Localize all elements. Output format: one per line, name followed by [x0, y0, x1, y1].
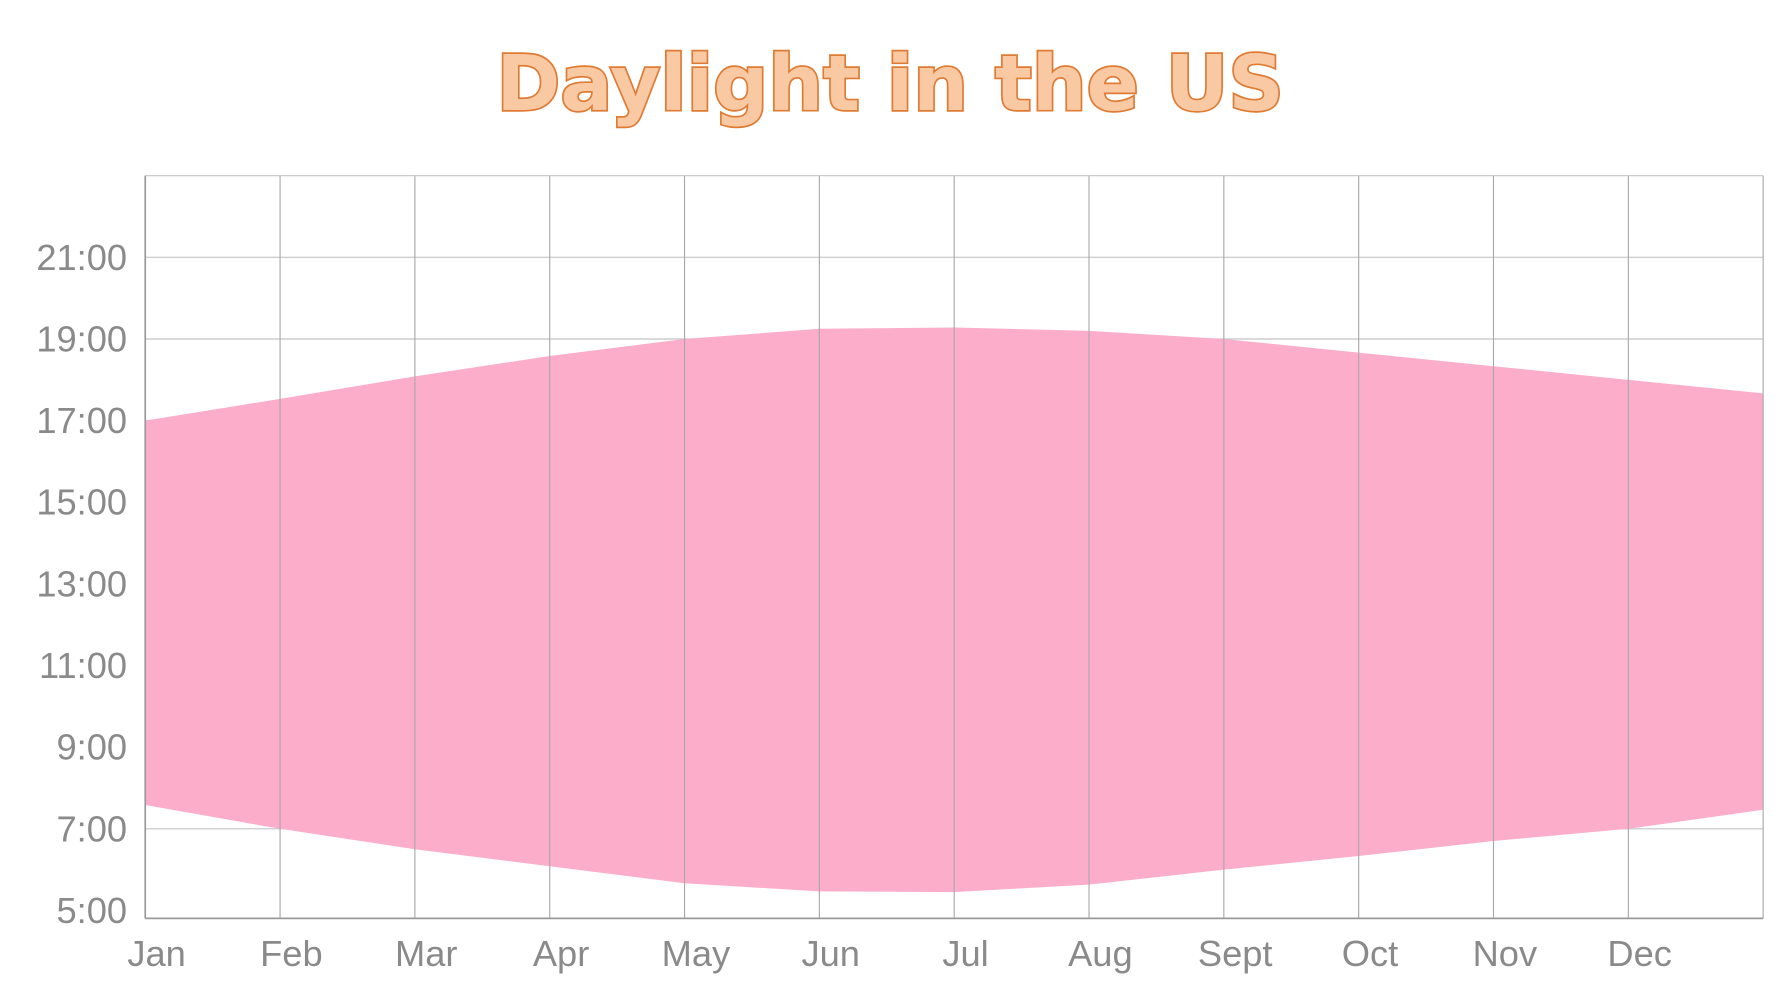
- y-tick-label: 7:00: [57, 808, 128, 849]
- x-tick-label: Sept: [1198, 933, 1273, 974]
- y-tick-label: 21:00: [36, 237, 127, 278]
- x-tick-label: Apr: [533, 933, 589, 974]
- x-tick-label: Oct: [1342, 933, 1398, 974]
- y-tick-label: 19:00: [36, 318, 127, 359]
- x-tick-label: Feb: [260, 933, 323, 974]
- x-tick-label: Mar: [395, 933, 457, 974]
- x-tick-labels: Jan Feb Mar Apr May Jun Jul Aug Sept Oct Nov Dec: [127, 933, 1672, 974]
- x-tick-label: Nov: [1473, 933, 1538, 974]
- x-tick-label: Aug: [1068, 933, 1133, 974]
- y-tick-label: 5:00: [57, 890, 128, 931]
- x-tick-label: Jan: [127, 933, 185, 974]
- month-gridlines: [279, 175, 1764, 919]
- x-tick-label: Jul: [942, 933, 988, 974]
- x-tick-label: Dec: [1607, 933, 1672, 974]
- y-tick-label: 11:00: [39, 645, 127, 686]
- x-tick-label: Jun: [801, 933, 859, 974]
- y-tick-label: 9:00: [57, 727, 128, 768]
- y-tick-label: 17:00: [36, 400, 127, 441]
- x-tick-label: May: [662, 933, 731, 974]
- chart-title: Daylight in the US: [496, 39, 1284, 129]
- y-tick-label: 13:00: [36, 563, 127, 604]
- y-tick-label: 15:00: [36, 482, 127, 523]
- y-tick-labels: 5:00 7:00 9:00 11:00 13:00 15:00 17:00 19:00 21:…: [36, 237, 127, 931]
